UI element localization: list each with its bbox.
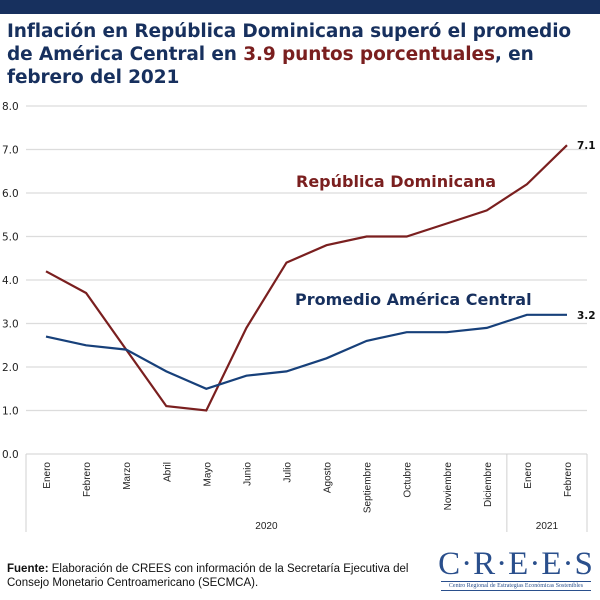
y-tick-label: 4.0 <box>2 275 19 287</box>
x-axis: Enero Febrero Marzo Abril Mayo Junio Julio Agos… <box>25 453 588 532</box>
y-tick-label: 8.0 <box>2 101 19 113</box>
y-tick-label: 1.0 <box>2 406 19 418</box>
x-tick-label: Julio <box>282 462 293 483</box>
logo-rule-bottom <box>441 590 591 591</box>
logo-subtitle: Centro Regional de Estrategias Económica… <box>448 583 584 589</box>
x-tick-label: Junio <box>242 462 253 486</box>
source-note: Fuente: Elaboración de CREES con informa… <box>7 562 427 590</box>
x-tick-label: Enero <box>42 462 53 489</box>
x-tick-label: Mayo <box>202 462 213 487</box>
gridlines <box>26 105 587 412</box>
year-group-label: 2020 <box>255 521 278 532</box>
source-label: Fuente: <box>7 563 49 575</box>
source-text: Elaboración de CREES con información de … <box>7 563 409 589</box>
x-tick-label: Septiembre <box>363 462 374 514</box>
x-tick-label: Noviembre <box>443 462 454 511</box>
series-annotation-label: Promedio América Central <box>295 290 532 309</box>
y-tick-label: 6.0 <box>2 188 19 200</box>
chart-title: Inflación en República Dominicana superó… <box>7 20 599 89</box>
year-group-label: 2021 <box>536 521 559 532</box>
logo-wordmark: C·R·E·E·S <box>438 546 594 582</box>
series-annotation-label: República Dominicana <box>296 172 496 191</box>
title-text-part2: , en febrero del 2021 <box>7 44 534 88</box>
x-tick-label: Agosto <box>323 462 334 494</box>
end-value-label: 3.2 <box>577 310 596 322</box>
title-text-part1: Inflación en República Dominicana superó… <box>7 21 572 65</box>
y-tick-label: 5.0 <box>2 232 19 244</box>
x-tick-label: Diciembre <box>483 462 494 507</box>
y-tick-label: 3.0 <box>2 319 19 331</box>
line-chart: 0.0 1.0 2.0 3.0 4.0 5.0 6.0 7.0 8.0 Enero Febrero… <box>2 101 596 532</box>
top-banner-bar <box>0 0 600 14</box>
series-annotations: República Dominicana Promedio América Cen… <box>295 172 532 309</box>
y-tick-label: 0.0 <box>2 449 19 461</box>
series-line-promedio-america-central <box>45 313 567 390</box>
x-tick-label: Marzo <box>122 462 133 490</box>
x-tick-label: Octubre <box>403 462 414 498</box>
x-tick-label: Febrero <box>563 462 574 497</box>
x-tick-label: Febrero <box>82 462 93 497</box>
end-value-label: 7.1 <box>577 140 596 152</box>
title-highlight: 3.9 puntos porcentuales <box>243 44 495 65</box>
x-tick-label: Abril <box>162 462 173 482</box>
x-tick-label: Enero <box>523 462 534 489</box>
y-tick-label: 2.0 <box>2 362 19 374</box>
y-tick-label: 7.0 <box>2 145 19 157</box>
logo-rule-top <box>441 581 591 582</box>
series-line-republica-dominicana <box>45 144 568 412</box>
y-axis-tick-labels: 0.0 1.0 2.0 3.0 4.0 5.0 6.0 7.0 8.0 <box>2 101 19 461</box>
series-lines: 7.1 3.2 <box>45 140 596 412</box>
crees-logo: C·R·E·E·S Centro Regional de Estrategias… <box>437 548 595 594</box>
